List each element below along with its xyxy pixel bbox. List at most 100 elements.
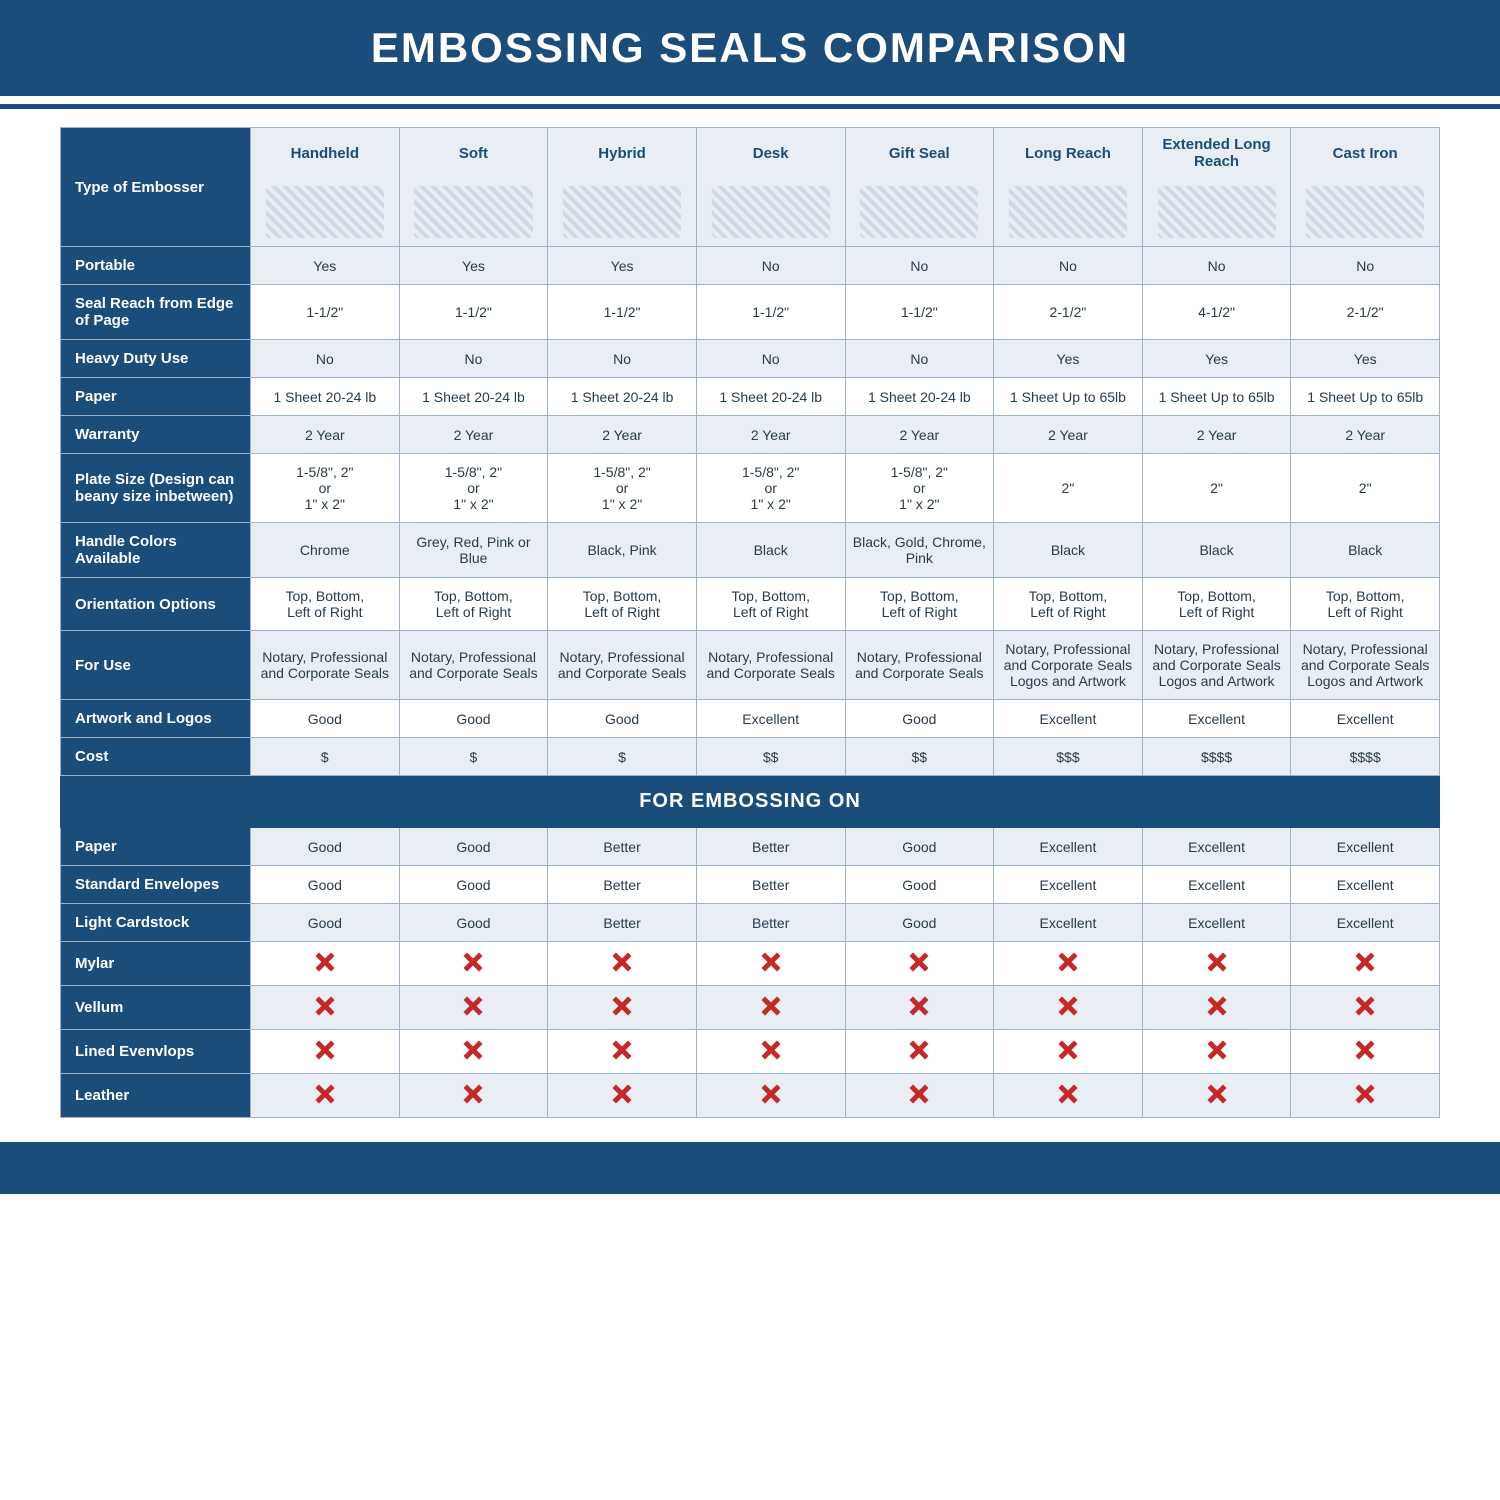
table-cell <box>251 1030 400 1074</box>
x-icon <box>1355 952 1375 972</box>
table-cell <box>1291 1030 1440 1074</box>
table-row: PortableYesYesYesNoNoNoNoNo <box>61 247 1440 285</box>
table-cell: Top, Bottom, Left of Right <box>251 578 400 631</box>
embosser-image-placeholder <box>1158 186 1276 238</box>
x-icon <box>909 1040 929 1060</box>
column-header: Desk <box>696 128 845 247</box>
table-cell: No <box>1142 247 1291 285</box>
x-icon <box>1058 952 1078 972</box>
table-cell: Better <box>696 828 845 866</box>
x-icon <box>1207 952 1227 972</box>
table-cell: Excellent <box>1142 904 1291 942</box>
x-icon <box>463 952 483 972</box>
row-header: Heavy Duty Use <box>61 340 251 378</box>
table-cell <box>548 986 697 1030</box>
table-cell <box>1142 942 1291 986</box>
row-header: Vellum <box>61 986 251 1030</box>
table-cell: Excellent <box>696 700 845 738</box>
table-cell: Yes <box>399 247 548 285</box>
table-cell: Better <box>696 904 845 942</box>
table-cell: Good <box>251 866 400 904</box>
table-cell: Top, Bottom, Left of Right <box>845 578 994 631</box>
table-cell: Top, Bottom, Left of Right <box>696 578 845 631</box>
column-name: Handheld <box>257 145 393 162</box>
table-row: Leather <box>61 1074 1440 1118</box>
table-cell: 1-1/2" <box>399 285 548 340</box>
table-cell: 2 Year <box>1291 416 1440 454</box>
table-cell: 2 Year <box>845 416 994 454</box>
x-icon <box>1355 1084 1375 1104</box>
embosser-image-placeholder <box>712 186 830 238</box>
column-name: Long Reach <box>1000 145 1136 162</box>
table-cell: $ <box>548 738 697 776</box>
table-row: Paper1 Sheet 20-24 lb1 Sheet 20-24 lb1 S… <box>61 378 1440 416</box>
row-header: Plate Size (Design can beany size inbetw… <box>61 454 251 523</box>
column-name: Extended Long Reach <box>1149 136 1285 170</box>
table-cell: Notary, Professional and Corporate Seals <box>548 631 697 700</box>
table-cell: 2 Year <box>548 416 697 454</box>
table-cell: 1-1/2" <box>548 285 697 340</box>
table-cell: Black <box>1291 523 1440 578</box>
table-cell <box>696 1074 845 1118</box>
table-cell: No <box>399 340 548 378</box>
table-row: Light CardstockGoodGoodBetterBetterGoodE… <box>61 904 1440 942</box>
row-header: Artwork and Logos <box>61 700 251 738</box>
table-cell <box>845 986 994 1030</box>
x-icon <box>761 996 781 1016</box>
table-cell: Excellent <box>1142 866 1291 904</box>
table-cell <box>251 942 400 986</box>
embosser-image-placeholder <box>266 186 384 238</box>
table-cell: Yes <box>1291 340 1440 378</box>
x-icon <box>463 1040 483 1060</box>
table-cell <box>994 1074 1143 1118</box>
table-cell: 2 Year <box>251 416 400 454</box>
table-cell: 1 Sheet 20-24 lb <box>845 378 994 416</box>
x-icon <box>761 952 781 972</box>
table-cell: Yes <box>1142 340 1291 378</box>
table-cell: 2" <box>1142 454 1291 523</box>
table-cell: $$ <box>696 738 845 776</box>
x-icon <box>761 1084 781 1104</box>
x-icon <box>1058 1040 1078 1060</box>
row-header: For Use <box>61 631 251 700</box>
table-cell: 2" <box>1291 454 1440 523</box>
table-cell: Better <box>548 828 697 866</box>
x-icon <box>463 996 483 1016</box>
table-cell <box>696 986 845 1030</box>
table-cell: 1 Sheet 20-24 lb <box>548 378 697 416</box>
table-container: Type of EmbosserHandheldSoftHybridDeskGi… <box>0 127 1500 1118</box>
row-header: Orientation Options <box>61 578 251 631</box>
table-row: Seal Reach from Edge of Page1-1/2"1-1/2"… <box>61 285 1440 340</box>
table-cell: 1-1/2" <box>251 285 400 340</box>
row-header: Handle Colors Available <box>61 523 251 578</box>
table-cell: Excellent <box>994 828 1143 866</box>
table-cell: Excellent <box>994 904 1143 942</box>
table-cell: Excellent <box>1142 700 1291 738</box>
table-cell <box>845 1030 994 1074</box>
embosser-image-placeholder <box>860 186 978 238</box>
table-cell: Top, Bottom, Left of Right <box>548 578 697 631</box>
column-header: Extended Long Reach <box>1142 128 1291 247</box>
table-cell: Top, Bottom, Left of Right <box>399 578 548 631</box>
table-cell: 1-5/8", 2" or 1" x 2" <box>548 454 697 523</box>
table-cell: Excellent <box>1291 866 1440 904</box>
table-row: Handle Colors AvailableChromeGrey, Red, … <box>61 523 1440 578</box>
table-cell: 1-5/8", 2" or 1" x 2" <box>251 454 400 523</box>
table-cell: Good <box>399 866 548 904</box>
page-title: EMBOSSING SEALS COMPARISON <box>0 0 1500 96</box>
table-cell: No <box>696 247 845 285</box>
table-cell: Black, Gold, Chrome, Pink <box>845 523 994 578</box>
x-icon <box>1207 1040 1227 1060</box>
x-icon <box>315 996 335 1016</box>
table-cell: Black <box>696 523 845 578</box>
table-cell: 2-1/2" <box>994 285 1143 340</box>
column-header: Hybrid <box>548 128 697 247</box>
row-header: Paper <box>61 828 251 866</box>
table-row: Heavy Duty UseNoNoNoNoNoYesYesYes <box>61 340 1440 378</box>
table-cell <box>1142 1074 1291 1118</box>
row-header: Lined Evenvlops <box>61 1030 251 1074</box>
table-cell <box>994 986 1143 1030</box>
table-cell: Notary, Professional and Corporate Seals <box>845 631 994 700</box>
table-cell: Top, Bottom, Left of Right <box>1291 578 1440 631</box>
table-cell: Good <box>845 828 994 866</box>
